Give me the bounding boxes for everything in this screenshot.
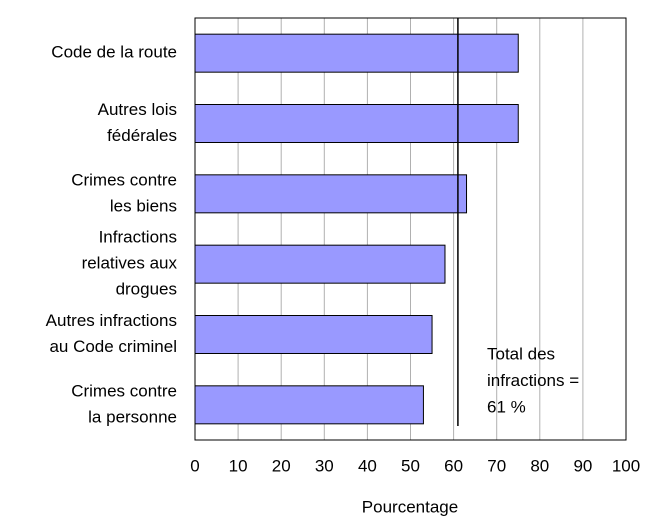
x-tick-label: 50 (401, 456, 420, 475)
x-tick-label: 10 (229, 456, 248, 475)
y-tick-label: la personne (88, 407, 177, 426)
bar (194, 33, 519, 73)
y-tick-label: fédérales (107, 126, 177, 145)
x-tick-label: 60 (444, 456, 463, 475)
y-tick-label: Crimes contre (71, 170, 177, 189)
annotation: 61 % (487, 397, 526, 416)
y-tick-label: au Code criminel (49, 337, 177, 356)
plot-border (194, 17, 627, 441)
bar (194, 385, 424, 425)
x-axis-label: Pourcentage (362, 497, 458, 516)
x-tick-label: 30 (315, 456, 334, 475)
bar (194, 104, 519, 143)
y-tick-label: Code de la route (51, 43, 177, 62)
x-tick-label: 40 (358, 456, 377, 475)
bar (194, 174, 468, 214)
y-tick-label: relatives aux (82, 254, 178, 273)
x-tick-label: 20 (272, 456, 291, 475)
y-tick-label: les biens (110, 196, 177, 215)
annotation: Total des (487, 344, 555, 363)
x-tick-label: 0 (190, 456, 199, 475)
y-tick-label: Autres lois (98, 100, 177, 119)
y-tick-label: Infractions (99, 228, 177, 247)
y-tick-label: Autres infractions (46, 311, 177, 330)
y-tick-label: Crimes contre (71, 381, 177, 400)
x-tick-label: 100 (612, 456, 640, 475)
bar (194, 244, 446, 284)
y-tick-label: drogues (116, 280, 177, 299)
annotation: infractions = (487, 371, 579, 390)
x-tick-label: 70 (487, 456, 506, 475)
x-tick-label: 90 (573, 456, 592, 475)
x-tick-label: 80 (530, 456, 549, 475)
bar (194, 315, 433, 354)
